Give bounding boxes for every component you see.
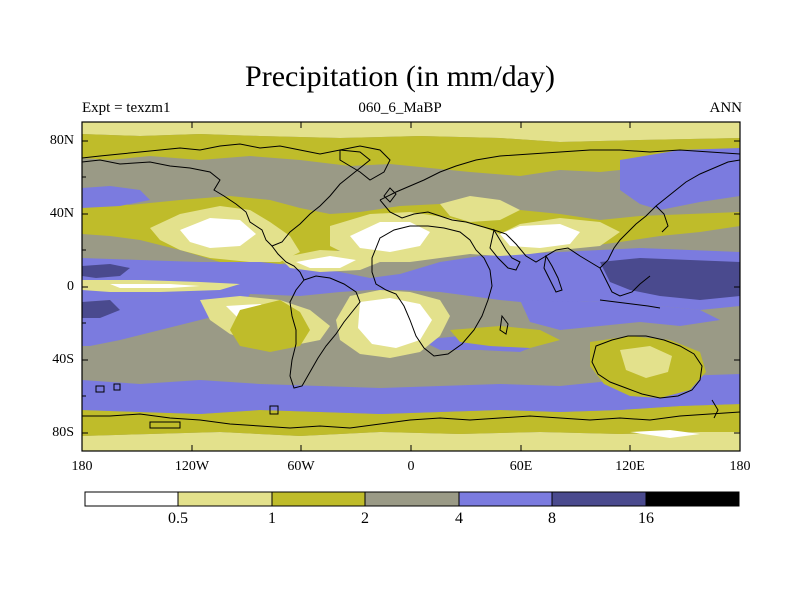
australia-light-dry — [620, 346, 672, 378]
coast-greenland — [339, 145, 391, 181]
central-asia-dry — [440, 196, 520, 222]
map-title: Precipitation (in mm/day) — [245, 60, 555, 93]
lon-label-120e: 120E — [615, 459, 645, 474]
coast-eurasia — [379, 149, 740, 269]
colorbar-bin-1-2 — [271, 491, 366, 507]
lon-label-180w: 180 — [71, 459, 93, 474]
coastlines — [82, 143, 740, 429]
arabia-white — [500, 224, 580, 248]
colorbar-bin-0.5-1 — [177, 491, 273, 507]
coast-africa — [371, 225, 493, 357]
north-polar-dry-band — [82, 122, 740, 142]
colorbar-label-2: 2 — [361, 510, 369, 527]
south-polar-dry-band — [82, 432, 740, 451]
southern-africa-white — [358, 298, 432, 348]
lat-label-80s: 80S — [52, 425, 74, 440]
northern-tropics-white — [296, 256, 356, 268]
coast-south-america — [289, 275, 361, 389]
north-atlantic-storm-track — [620, 148, 740, 210]
axis-ticks — [81, 122, 741, 451]
indian-ocean-wet — [520, 300, 720, 330]
east-pacific-equatorial-white — [110, 284, 200, 288]
colorbar-bin-below-0.5 — [84, 491, 179, 507]
experiment-label: Expt = texzm1 — [82, 100, 171, 116]
coast-islands-pacific — [95, 383, 279, 429]
coast-australia — [591, 335, 703, 399]
south-indian-dry — [450, 326, 560, 348]
colorbar-label-16: 16 — [638, 510, 654, 527]
lat-label-80n: 80N — [49, 133, 74, 148]
colorbar-bin-8-16 — [551, 491, 647, 507]
coast-madagascar — [499, 314, 509, 335]
precipitation-field — [82, 122, 740, 451]
lon-label-60w: 60W — [287, 459, 315, 474]
colorbar-bin-2-4 — [364, 491, 460, 507]
lon-label-0: 0 — [407, 459, 415, 474]
coast-uk — [383, 187, 397, 203]
colorbar — [84, 491, 740, 507]
colorbar-label-8: 8 — [548, 510, 556, 527]
south-pacific-heavy — [82, 300, 120, 318]
colorbar-bin-4-8 — [458, 491, 553, 507]
coast-antarctica — [82, 411, 740, 429]
north-pacific-storm-track — [82, 186, 150, 208]
coast-se-asia — [599, 267, 651, 297]
southern-ocean-wet — [82, 374, 740, 414]
coast-arabia — [489, 228, 521, 271]
lat-label-40n: 40N — [49, 206, 74, 221]
sahara-white — [350, 222, 430, 252]
lon-label-120w: 120W — [174, 459, 210, 474]
colorbar-label-4: 4 — [455, 510, 463, 527]
colorbar-label-1: 1 — [268, 510, 276, 527]
coast-indonesia — [599, 299, 661, 309]
period-label: 060_6_MaBP — [358, 100, 442, 116]
lon-label-180e: 180 — [729, 459, 751, 474]
colorbar-label-0.5: 0.5 — [168, 510, 188, 527]
coast-japan — [655, 205, 669, 233]
north-high-lat-band — [82, 134, 740, 176]
itcz-heavy-east-pacific — [82, 264, 130, 278]
antarctic-coast-white — [630, 430, 700, 438]
season-label: ANN — [709, 100, 743, 116]
lat-label-40s: 40S — [52, 352, 74, 367]
coast-central-america — [271, 245, 305, 281]
itcz-band — [82, 248, 740, 310]
lat-label-equator: 0 — [67, 279, 74, 294]
lon-label-60e: 60E — [509, 459, 533, 474]
coast-north-america — [82, 143, 371, 247]
coast-india — [543, 254, 563, 293]
north-subtropics-white-1 — [180, 218, 256, 248]
colorbar-bin-above-16 — [645, 491, 740, 507]
south-pacific-dry-band — [230, 300, 310, 352]
coast-new-zealand — [711, 399, 719, 419]
